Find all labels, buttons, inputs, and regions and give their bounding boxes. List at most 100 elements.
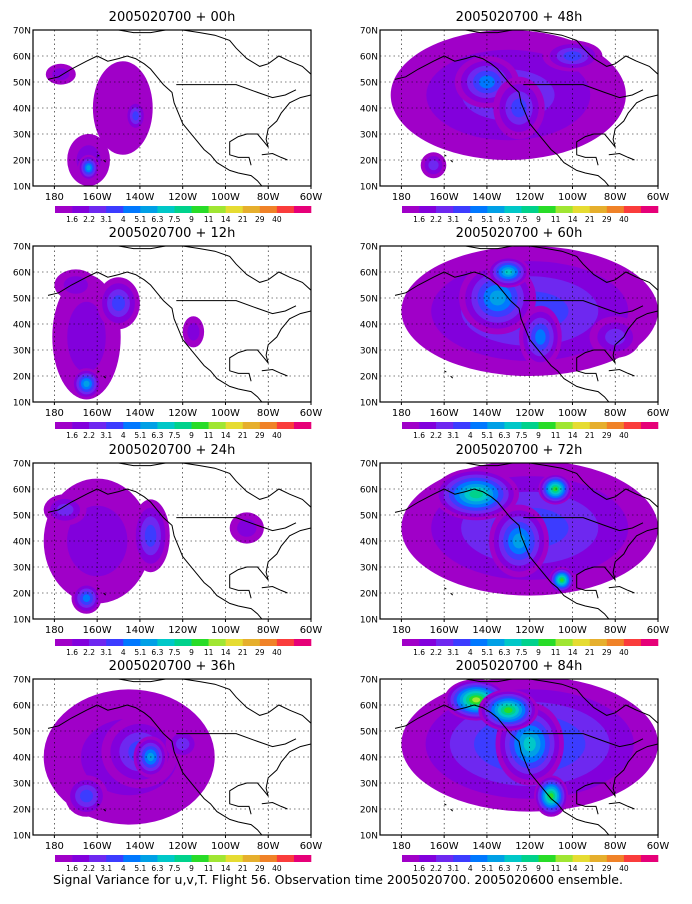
x-tick-label: 160W (430, 625, 459, 636)
x-tick-label: 100W (558, 192, 587, 203)
colorbar-swatch (259, 855, 278, 862)
colorbar: 1.6 2.2 3.1 4 5.1 6.3 7.5 9 11 14 21 29 40 (55, 639, 312, 657)
plot-frame (32, 678, 312, 836)
colorbar-label: 5.1 (481, 431, 493, 440)
heatmap-field (380, 463, 658, 619)
colorbar-label: 14 (221, 864, 231, 873)
colorbar-label: 40 (619, 864, 629, 873)
y-tick-label: 10N (360, 183, 378, 193)
x-tick-label: 100W (558, 625, 587, 636)
x-tick-label: 80W (257, 408, 280, 419)
colorbar-label: 6.3 (151, 215, 163, 224)
colorbar-label: 6.3 (498, 648, 510, 657)
x-tick-label: 140W (125, 408, 154, 419)
colorbar-swatch (242, 422, 261, 429)
y-tick-label: 60N (13, 486, 31, 496)
colorbar-swatch (72, 855, 90, 862)
colorbar-swatch (140, 855, 158, 862)
colorbar-swatch (606, 639, 625, 646)
y-tick-label: 60N (360, 486, 378, 496)
x-tick-label: 160W (430, 408, 459, 419)
x-tick-label: 160W (83, 192, 112, 203)
x-tick-label: 60W (300, 625, 323, 636)
colorbar-label: 7.5 (516, 215, 528, 224)
colorbar-label: 2.2 (83, 648, 95, 657)
colorbar-label: 7.5 (169, 431, 181, 440)
coastline (394, 463, 658, 619)
colorbar-swatch (72, 206, 90, 213)
chart-panel: 2005020700 + 72h 180 160W 140W 120W 100W 80W 60… (360, 443, 670, 657)
colorbar-label: 9 (536, 215, 541, 224)
x-tick-label: 180 (392, 625, 411, 636)
colorbar-label: 1.6 (66, 648, 78, 657)
x-tick-label: 180 (392, 192, 411, 203)
y-tick-label: 30N (360, 347, 378, 357)
colorbar-label: 29 (255, 431, 265, 440)
colorbar-swatch (293, 855, 312, 862)
y-tick-label: 50N (360, 295, 378, 305)
variance-contour (560, 578, 564, 582)
colorbar-swatch (453, 855, 471, 862)
variance-contour (82, 594, 91, 602)
y-tick-label: 50N (13, 728, 31, 738)
x-tick-label: 120W (515, 408, 544, 419)
chart-panel: 2005020700 + 00h 180 160W 140W 120W 100W 80W 60… (13, 10, 323, 224)
y-tick-label: 60N (13, 269, 31, 279)
variance-contour (67, 301, 106, 373)
x-tick-label: 60W (647, 192, 670, 203)
grid (33, 30, 311, 186)
colorbar-label: 3.1 (100, 864, 112, 873)
colorbar-swatch (208, 206, 226, 213)
colorbar-swatch (538, 422, 556, 429)
colorbar-swatch (623, 422, 642, 429)
panel-title: 2005020700 + 48h (456, 10, 583, 25)
colorbar-label: 11 (204, 864, 214, 873)
colorbar-swatch (487, 855, 505, 862)
colorbar-swatch (470, 639, 488, 646)
colorbar-label: 29 (255, 864, 265, 873)
colorbar-swatch (453, 422, 471, 429)
colorbar-label: 5.1 (481, 648, 493, 657)
colorbar: 1.6 2.2 3.1 4 5.1 6.3 7.5 9 11 14 21 29 40 (402, 206, 659, 224)
colorbar-swatch (191, 206, 209, 213)
colorbar-swatch (89, 422, 107, 429)
coastline (47, 463, 311, 619)
x-tick-label: 160W (430, 841, 459, 852)
y-tick-label: 20N (360, 157, 378, 167)
colorbar-label: 6.3 (151, 648, 163, 657)
colorbar-label: 14 (568, 431, 578, 440)
y-tick-label: 20N (360, 806, 378, 816)
colorbar-label: 2.2 (430, 215, 442, 224)
heatmap-field (380, 30, 658, 186)
x-tick-label: 140W (125, 625, 154, 636)
x-tick-label: 140W (472, 192, 501, 203)
colorbar-swatch (436, 206, 454, 213)
y-tick-label: 40N (13, 105, 31, 115)
figure-caption: Signal Variance for u,v,T. Flight 56. Ob… (53, 872, 623, 887)
y-tick-label: 60N (360, 53, 378, 63)
colorbar-label: 11 (204, 215, 214, 224)
y-tick-label: 30N (360, 564, 378, 574)
colorbar-swatch (106, 855, 124, 862)
colorbar-swatch (419, 206, 437, 213)
colorbar-label: 40 (272, 215, 282, 224)
colorbar-swatch (174, 639, 192, 646)
colorbar-swatch (572, 855, 591, 862)
x-tick-label: 60W (647, 625, 670, 636)
colorbar-label: 4 (468, 431, 473, 440)
variance-contour (63, 276, 88, 294)
colorbar-label: 9 (536, 648, 541, 657)
colorbar-label: 29 (255, 648, 265, 657)
colorbar-swatch (640, 206, 659, 213)
x-tick-label: 100W (558, 408, 587, 419)
x-tick-label: 180 (392, 408, 411, 419)
colorbar-swatch (606, 206, 625, 213)
coastline (47, 246, 311, 402)
x-tick-label: 100W (211, 408, 240, 419)
y-tick-label: 40N (360, 105, 378, 115)
plot-frame (32, 29, 312, 187)
colorbar-swatch (521, 422, 539, 429)
grid (33, 246, 311, 402)
colorbar-swatch (89, 206, 107, 213)
x-tick-label: 140W (125, 841, 154, 852)
